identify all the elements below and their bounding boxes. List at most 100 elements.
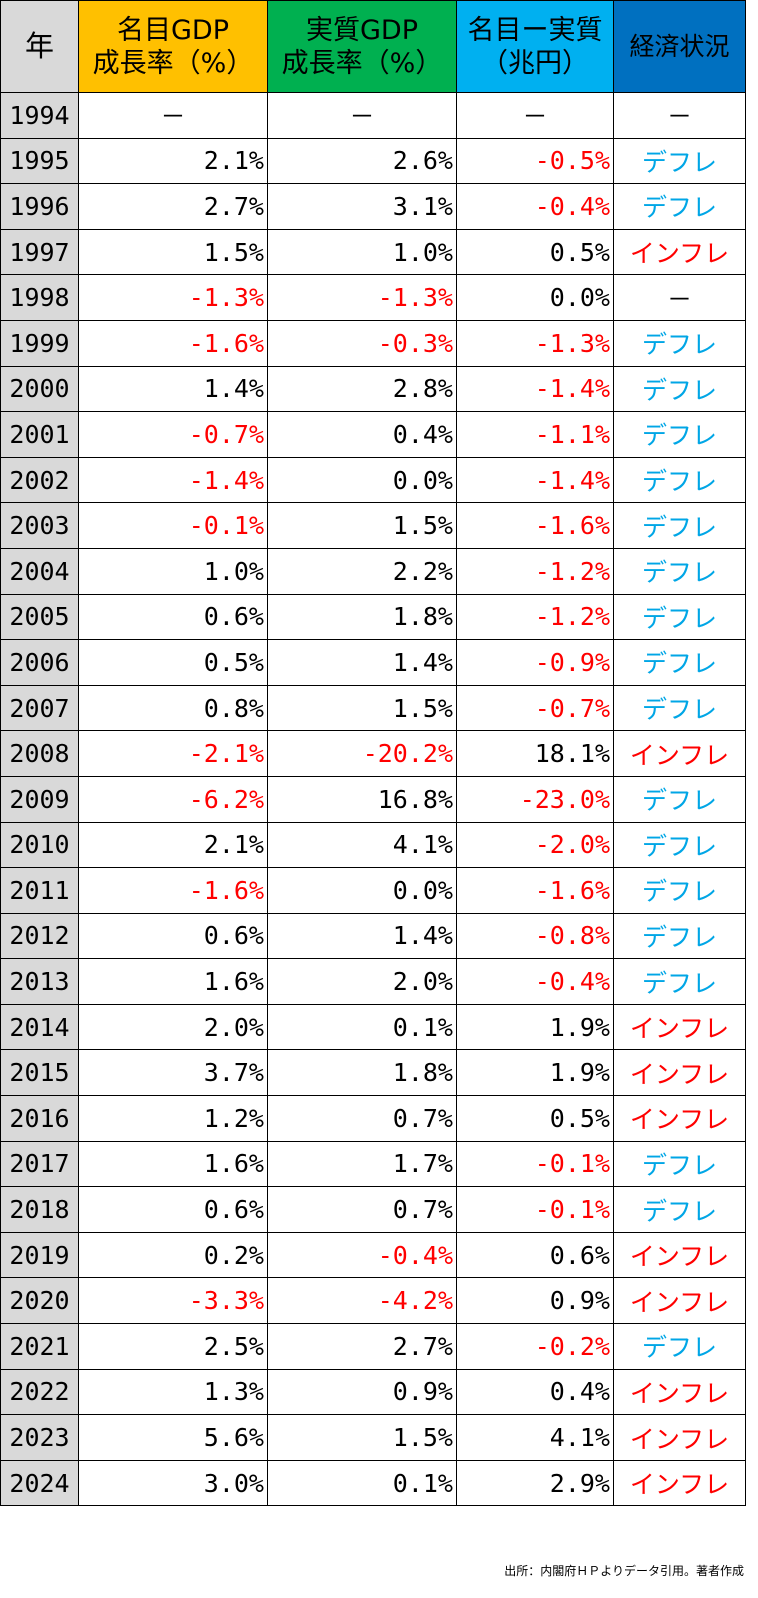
nominal-cell: 1.0% bbox=[78, 547, 268, 595]
year-cell: 2001 bbox=[0, 411, 79, 458]
header-diff-line1: 名目ー実質 bbox=[467, 14, 603, 46]
real-cell: 1.8% bbox=[267, 593, 457, 641]
year-cell: 2013 bbox=[0, 958, 79, 1005]
real-cell: 4.1% bbox=[267, 821, 457, 869]
year-cell: 2015 bbox=[0, 1049, 79, 1097]
year-cell: 2011 bbox=[0, 867, 79, 914]
economy-status-cell: デフレ bbox=[613, 547, 746, 595]
nominal-cell: 1.5% bbox=[78, 228, 268, 276]
real-cell: 0.7% bbox=[267, 1186, 457, 1233]
table-row: 2010 2.1% 4.1% -2.0% デフレ bbox=[0, 821, 746, 869]
header-nominal-minus-real: 名目ー実質 （兆円） bbox=[456, 0, 614, 93]
year-cell: 1999 bbox=[0, 319, 79, 367]
diff-cell: 0.9% bbox=[456, 1277, 614, 1325]
diff-cell: 0.4% bbox=[456, 1368, 614, 1416]
diff-cell: 0.5% bbox=[456, 228, 614, 276]
nominal-cell: 1.3% bbox=[78, 1368, 268, 1416]
table-row: 2005 0.6% 1.8% -1.2% デフレ bbox=[0, 593, 746, 641]
gdp-growth-table: 年 名目GDP 成長率（%） 実質GDP 成長率（%） 名目ー実質 （兆円） 経… bbox=[0, 0, 746, 1507]
nominal-cell: 0.2% bbox=[78, 1231, 268, 1279]
nominal-cell: 0.8% bbox=[78, 684, 268, 732]
year-cell: 2000 bbox=[0, 365, 79, 413]
header-real-line2: 成長率（%） bbox=[281, 47, 443, 79]
year-cell: 2024 bbox=[0, 1459, 79, 1507]
header-real-gdp-growth: 実質GDP 成長率（%） bbox=[267, 0, 457, 93]
economy-status-cell: インフレ bbox=[613, 1003, 746, 1051]
diff-cell: -0.8% bbox=[456, 912, 614, 960]
nominal-cell: 2.1% bbox=[78, 821, 268, 869]
diff-cell: -1.4% bbox=[456, 456, 614, 504]
economy-status-cell: デフレ bbox=[613, 867, 746, 914]
economy-status-cell: － bbox=[613, 274, 746, 321]
economy-status-cell: デフレ bbox=[613, 502, 746, 549]
nominal-cell: 1.4% bbox=[78, 365, 268, 413]
economy-status-cell: － bbox=[613, 92, 746, 139]
real-cell: 1.7% bbox=[267, 1140, 457, 1188]
real-cell: 0.1% bbox=[267, 1003, 457, 1051]
nominal-cell: 0.5% bbox=[78, 639, 268, 686]
nominal-cell: -0.7% bbox=[78, 411, 268, 458]
real-cell: 2.0% bbox=[267, 958, 457, 1005]
real-cell: 0.4% bbox=[267, 411, 457, 458]
table-row: 2006 0.5% 1.4% -0.9% デフレ bbox=[0, 639, 746, 686]
table-row: 2019 0.2% -0.4% 0.6% インフレ bbox=[0, 1231, 746, 1279]
header-nominal-line1: 名目GDP bbox=[117, 14, 229, 46]
year-cell: 2021 bbox=[0, 1323, 79, 1370]
real-cell: -1.3% bbox=[267, 274, 457, 321]
nominal-cell: 0.6% bbox=[78, 912, 268, 960]
diff-cell: -0.9% bbox=[456, 639, 614, 686]
economy-status-cell: インフレ bbox=[613, 1049, 746, 1097]
year-cell: 1996 bbox=[0, 183, 79, 230]
year-cell: 2004 bbox=[0, 547, 79, 595]
year-cell: 1995 bbox=[0, 137, 79, 185]
real-cell: 0.1% bbox=[267, 1459, 457, 1507]
economy-status-cell: デフレ bbox=[613, 137, 746, 185]
nominal-cell: 1.2% bbox=[78, 1095, 268, 1142]
year-cell: 2017 bbox=[0, 1140, 79, 1188]
table-row: 2023 5.6% 1.5% 4.1% インフレ bbox=[0, 1414, 746, 1461]
table-row: 2000 1.4% 2.8% -1.4% デフレ bbox=[0, 365, 746, 413]
table-row: 2003 -0.1% 1.5% -1.6% デフレ bbox=[0, 502, 746, 549]
year-cell: 2009 bbox=[0, 775, 79, 823]
real-cell: -20.2% bbox=[267, 730, 457, 777]
year-cell: 1997 bbox=[0, 228, 79, 276]
economy-status-cell: インフレ bbox=[613, 730, 746, 777]
economy-status-cell: インフレ bbox=[613, 1231, 746, 1279]
nominal-cell: 0.6% bbox=[78, 593, 268, 641]
table-row: 2016 1.2% 0.7% 0.5% インフレ bbox=[0, 1095, 746, 1142]
header-year: 年 bbox=[0, 0, 79, 93]
real-cell: -0.3% bbox=[267, 319, 457, 367]
table-body: 1994 －－－－ 1995 2.1% 2.6% -0.5% デフレ 1996 2.7% 3.1%… bbox=[0, 92, 746, 1507]
year-cell: 2006 bbox=[0, 639, 79, 686]
real-cell: 16.8% bbox=[267, 775, 457, 823]
nominal-cell: -1.6% bbox=[78, 867, 268, 914]
diff-cell: -0.7% bbox=[456, 684, 614, 732]
year-cell: 2019 bbox=[0, 1231, 79, 1279]
nominal-cell: -1.4% bbox=[78, 456, 268, 504]
diff-cell: -1.6% bbox=[456, 867, 614, 914]
real-cell: 1.0% bbox=[267, 228, 457, 276]
diff-cell: 0.0% bbox=[456, 274, 614, 321]
table-row: 2011 -1.6% 0.0% -1.6% デフレ bbox=[0, 867, 746, 914]
year-cell: 2022 bbox=[0, 1368, 79, 1416]
header-nominal-gdp-growth: 名目GDP 成長率（%） bbox=[78, 0, 268, 93]
year-cell: 1998 bbox=[0, 274, 79, 321]
real-cell: -4.2% bbox=[267, 1277, 457, 1325]
diff-cell: -0.1% bbox=[456, 1186, 614, 1233]
table-row: 2018 0.6% 0.7% -0.1% デフレ bbox=[0, 1186, 746, 1233]
real-cell: 1.8% bbox=[267, 1049, 457, 1097]
real-cell: 2.6% bbox=[267, 137, 457, 185]
header-real-line1: 実質GDP bbox=[306, 14, 418, 46]
nominal-cell: 2.1% bbox=[78, 137, 268, 185]
year-cell: 2002 bbox=[0, 456, 79, 504]
real-cell: 1.5% bbox=[267, 684, 457, 732]
year-cell: 2016 bbox=[0, 1095, 79, 1142]
year-cell: 2023 bbox=[0, 1414, 79, 1461]
real-cell: 1.5% bbox=[267, 502, 457, 549]
economy-status-cell: インフレ bbox=[613, 1277, 746, 1325]
real-cell: -0.4% bbox=[267, 1231, 457, 1279]
nominal-cell: 3.7% bbox=[78, 1049, 268, 1097]
nominal-cell: 1.6% bbox=[78, 1140, 268, 1188]
year-cell: 2008 bbox=[0, 730, 79, 777]
diff-cell: -1.2% bbox=[456, 547, 614, 595]
